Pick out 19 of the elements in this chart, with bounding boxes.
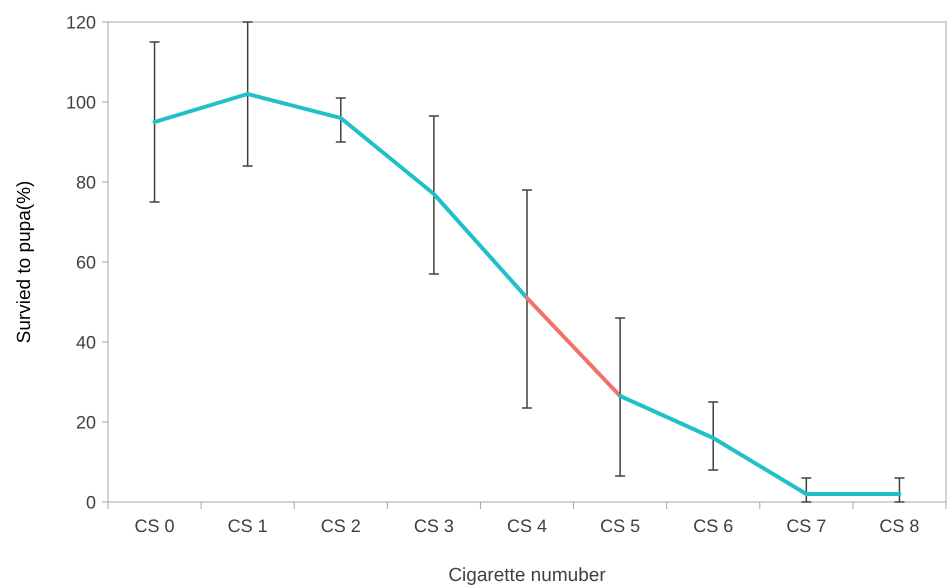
line-series <box>152 92 529 300</box>
x-axis-title: Cigarette numuber <box>448 565 606 586</box>
x-tick-label: CS 0 <box>134 516 175 536</box>
x-tick-label: CS 7 <box>786 516 826 536</box>
x-tick-label: CS 8 <box>879 516 920 536</box>
y-tick-label: 80 <box>76 172 96 192</box>
x-tick-label: CS 4 <box>506 516 548 536</box>
y-tick-label: 0 <box>86 492 96 512</box>
x-tick-label: CS 5 <box>600 516 640 536</box>
y-tick-label: 120 <box>66 12 96 32</box>
x-tick-label: CS 1 <box>228 516 268 536</box>
y-tick-label: 100 <box>66 92 96 112</box>
x-tick-label: CS 2 <box>320 516 361 536</box>
x-tick-label: CS 3 <box>414 516 454 536</box>
y-tick-label: 20 <box>76 412 96 432</box>
y-axis-title: Survied to pupa(%) <box>14 180 35 344</box>
x-tick-label: CS 6 <box>693 516 734 536</box>
y-tick-label: 40 <box>76 332 96 352</box>
y-tick-label: 60 <box>76 252 96 272</box>
